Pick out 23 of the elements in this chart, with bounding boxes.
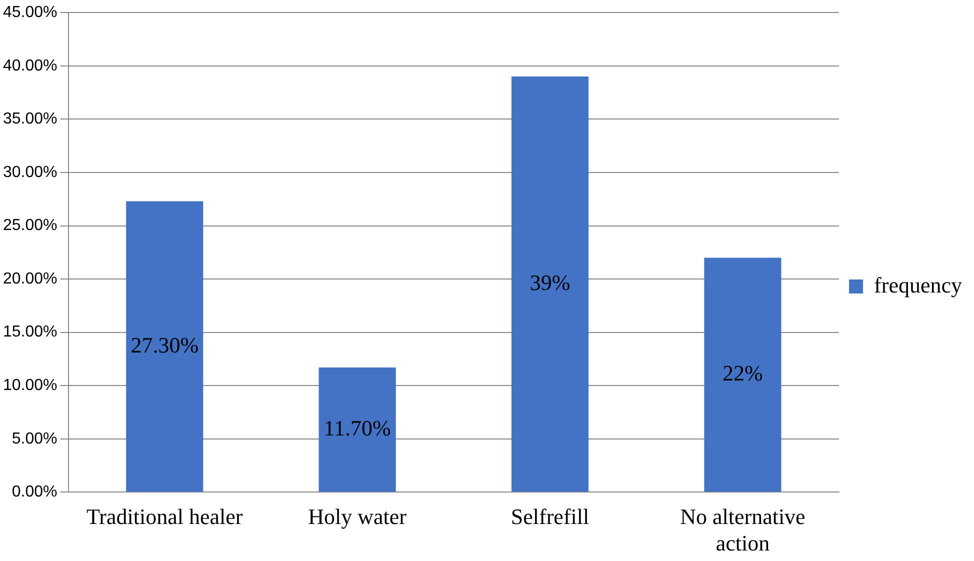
data-label: 11.70% — [324, 415, 391, 440]
bar — [318, 368, 396, 492]
data-label: 22% — [722, 360, 763, 386]
x-tick-label: Traditional healer — [86, 504, 244, 530]
x-tick-label: No alternative action — [680, 504, 806, 556]
bar — [126, 201, 204, 492]
y-tick-label: 5.00% — [12, 430, 58, 448]
data-label: 39% — [530, 270, 570, 295]
y-tick-label: 30.00% — [3, 164, 58, 181]
legend-label: frequency — [874, 272, 962, 298]
x-tick-label: Holy water — [308, 504, 408, 530]
data-label: 27.30% — [130, 332, 199, 358]
y-tick-label: 25.00% — [3, 217, 58, 234]
y-tick-label: 20.00% — [3, 270, 58, 288]
y-tick-label: 35.00% — [3, 110, 58, 128]
x-tick-label: Selfrefill — [510, 504, 590, 530]
y-tick-label: 15.00% — [3, 324, 58, 341]
y-tick-label: 45.00% — [3, 4, 58, 22]
y-tick-label: 10.00% — [3, 377, 58, 394]
bar — [704, 258, 782, 492]
bar — [511, 76, 589, 492]
y-tick-label: 40.00% — [3, 57, 58, 74]
y-tick-label: 0.00% — [12, 484, 58, 501]
